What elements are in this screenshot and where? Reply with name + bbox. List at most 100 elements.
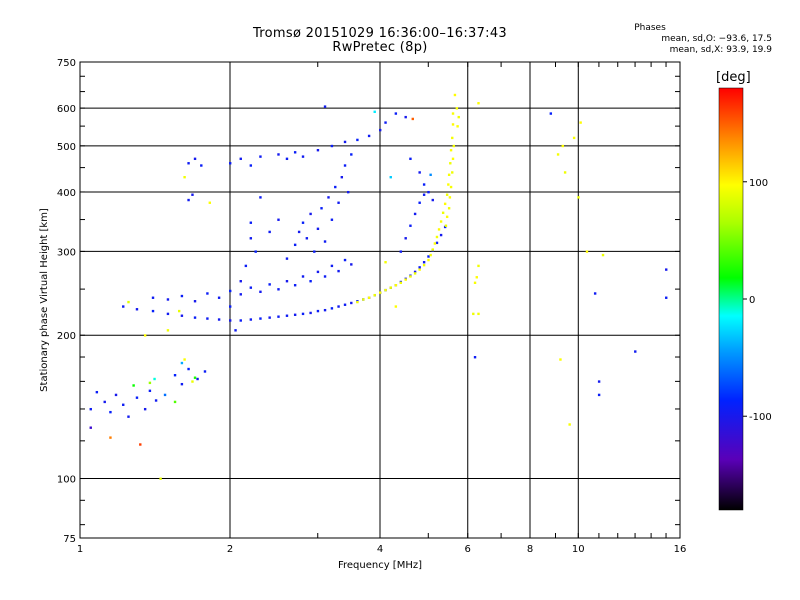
data-point [356,138,359,142]
data-point [297,230,301,234]
data-point [301,312,305,316]
data-point [435,235,439,239]
data-point [316,309,320,313]
data-point [563,171,567,174]
data-point [429,253,432,257]
data-point [183,358,186,361]
data-point [173,374,177,377]
data-point [473,356,477,359]
data-point [431,248,434,251]
colorbar-label: [deg] [716,70,751,85]
data-point [151,296,155,299]
data-point [203,370,207,373]
data-point [277,288,280,291]
data-point [337,201,340,204]
data-point [350,301,353,305]
data-point [196,377,199,381]
data-point [477,312,480,316]
data-point [180,361,184,365]
data-point [229,162,232,165]
data-point [259,196,262,199]
data-point [451,136,454,140]
data-point [337,305,340,308]
data-point [135,308,139,311]
data-point [229,289,232,293]
data-point [293,284,297,287]
data-point [404,278,407,281]
data-point [427,190,430,194]
data-point [187,162,190,165]
data-point [285,314,289,317]
data-point [193,316,197,319]
data-point [422,263,426,267]
y-tick-label: 300 [57,247,76,258]
x-axis-label: Frequency [MHz] [338,560,422,571]
data-point [330,307,334,310]
data-point [413,212,417,216]
data-point [259,290,262,294]
x-tick-label: 16 [674,544,687,555]
data-point [399,281,403,284]
data-point [323,275,327,278]
data-point [449,185,453,189]
data-point [239,319,242,322]
data-point [143,334,147,337]
data-point [435,241,439,245]
data-point [153,377,156,381]
data-point [313,250,316,253]
data-point [239,280,242,283]
data-point [229,305,232,308]
data-point [477,102,480,105]
data-point [229,319,232,322]
data-point [239,293,242,296]
data-point [439,233,443,237]
data-point [350,153,353,156]
data-point [634,350,637,353]
data-point [208,201,211,204]
data-point [422,193,426,196]
y-tick-label: 500 [57,142,76,153]
data-point [316,148,320,152]
data-point [384,288,387,292]
data-point [577,196,580,199]
data-point [445,215,449,219]
data-point [305,237,309,240]
data-point [180,294,184,298]
data-point [444,224,448,227]
data-point [429,173,432,177]
x-tick-label: 8 [527,544,533,555]
data-point [148,389,152,393]
data-point [217,318,221,321]
data-point [259,155,262,158]
data-point [217,296,221,299]
data-point [350,263,353,266]
data-point [193,300,197,303]
data-point [418,268,421,271]
data-point [103,400,106,404]
data-point [327,196,330,199]
data-point [244,264,248,268]
data-point [330,218,334,221]
data-point [455,107,459,110]
data-point [472,312,475,316]
data-point [323,105,327,108]
data-point [135,396,139,399]
data-point [330,144,334,148]
data-point [109,410,112,414]
x-tick-label: 6 [465,544,471,555]
data-point [127,415,130,418]
data-point [114,393,118,397]
data-point [316,227,320,231]
grid-lines [80,62,680,538]
data-point [367,134,371,138]
data-point [389,175,392,179]
data-point [585,250,589,253]
data-point [561,144,564,148]
data-point [559,358,562,361]
data-point [451,123,455,126]
data-point [394,112,398,115]
data-point [453,93,457,97]
data-point [122,305,125,308]
data-point [285,280,289,283]
data-point [277,315,280,318]
